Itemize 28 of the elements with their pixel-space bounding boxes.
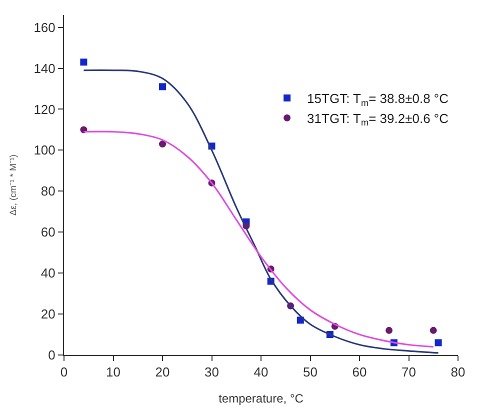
x-tick-label: 50 [303,364,318,380]
y-tick-label: 0 [48,348,56,363]
point [159,140,166,148]
x-tick-label: 30 [204,364,219,380]
y-axis-title: Δε, (cm⁻¹ * M⁻¹) [8,154,18,216]
point [80,58,88,66]
point [159,83,166,90]
point [434,339,442,346]
point [386,326,393,334]
y-tick-label: 80 [40,184,56,199]
x-axis-title: temperature, °C [218,392,304,406]
x-tick-label: 0 [60,364,68,380]
y-tick-label: 60 [40,224,56,240]
x-tick-label: 60 [352,364,367,380]
x-tick-label: 20 [155,364,170,380]
y-tick-label: 40 [40,266,56,281]
x-tick-label: 80 [450,364,466,380]
y-tick-label: 100 [34,142,56,158]
x-tick-label: 10 [106,364,120,380]
y-tick-label: 140 [34,60,56,76]
y-tick-label: 120 [34,102,56,117]
y-tick-label: 160 [34,20,56,35]
legend-label: 15TGT: T$_{m}$= 38.8±0.8 °C [307,91,449,108]
y-tick-label: 20 [40,306,56,322]
x-tick-label: 40 [254,364,268,380]
legend-label: 31TGT: T$_{m}$= 39.2±0.6 °C [307,110,449,128]
point [430,326,437,334]
x-tick-label: 70 [402,364,416,380]
